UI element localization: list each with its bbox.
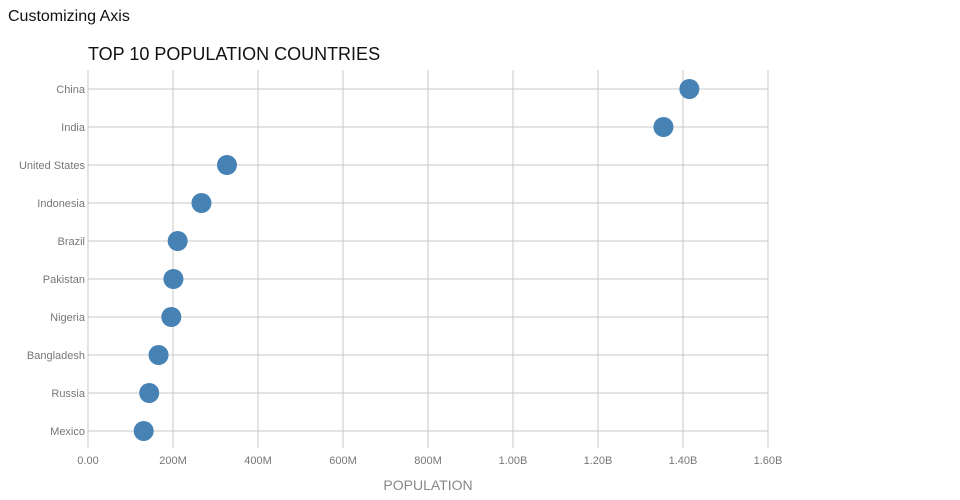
y-tick-label: Bangladesh <box>27 350 85 362</box>
y-tick-label: United States <box>19 160 86 172</box>
x-tick-label: 0.00 <box>77 455 98 467</box>
x-gridlines <box>87 70 769 448</box>
y-tick-label: Mexico <box>50 426 85 438</box>
x-tick-label: 800M <box>414 455 442 467</box>
data-point[interactable] <box>679 79 700 99</box>
data-point[interactable] <box>653 117 674 137</box>
x-tick-label: 200M <box>159 455 187 467</box>
x-tick-label: 600M <box>329 455 357 467</box>
data-point[interactable] <box>133 421 154 441</box>
x-tick-label: 1.60B <box>754 455 783 467</box>
data-point[interactable] <box>139 383 160 403</box>
y-tick-label: Indonesia <box>37 198 86 210</box>
x-axis-ticks: 0.00 200M 400M 600M 800M 1.00B 1.20B 1.40B 1.60B <box>77 455 782 467</box>
x-tick-label: 1.40B <box>669 455 698 467</box>
y-tick-label: India <box>61 122 86 134</box>
data-point[interactable] <box>161 307 182 327</box>
data-points <box>133 79 700 441</box>
y-tick-label: Pakistan <box>43 274 85 286</box>
data-point[interactable] <box>163 269 184 289</box>
x-tick-label: 400M <box>244 455 272 467</box>
chart-title: TOP 10 POPULATION COUNTRIES <box>88 44 380 64</box>
y-tick-label: Nigeria <box>50 312 86 324</box>
x-axis-title: POPULATION <box>383 477 472 493</box>
y-axis-ticks: China India United States Indonesia Brazil Pa… <box>19 84 86 438</box>
data-point[interactable] <box>191 193 212 213</box>
y-tick-label: Russia <box>51 388 86 400</box>
y-tick-label: Brazil <box>57 236 85 248</box>
app-title: Customizing Axis <box>8 8 130 25</box>
data-point[interactable] <box>167 231 188 251</box>
y-tick-label: China <box>56 84 86 96</box>
x-tick-label: 1.00B <box>499 455 528 467</box>
x-tick-label: 1.20B <box>584 455 613 467</box>
data-point[interactable] <box>148 345 169 365</box>
data-point[interactable] <box>216 155 237 175</box>
